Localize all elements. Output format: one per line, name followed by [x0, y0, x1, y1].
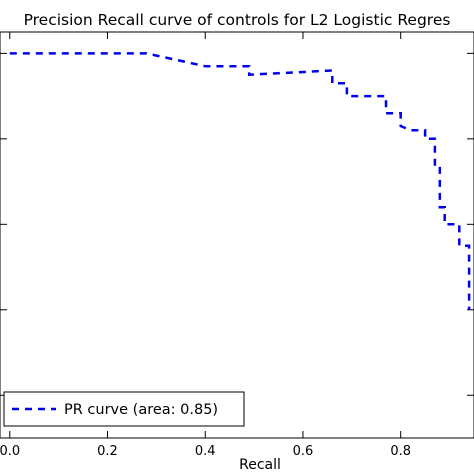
series-layer: [9, 52, 471, 310]
legend: PR curve (area: 0.85): [3, 391, 245, 427]
x-axis-label: Recall: [239, 457, 281, 473]
chart-title: Precision Recall curve of controls for L…: [24, 11, 451, 29]
x-tick-label: 0.6: [293, 444, 314, 459]
legend-label: PR curve (area: 0.85): [64, 402, 218, 418]
axis-ticks: 0.0 0.2 0.4 0.6 0.8: [0, 32, 474, 459]
plot-frame: [0, 31, 474, 439]
x-tick-label: 0.8: [390, 444, 411, 459]
x-tick-label: 0.0: [0, 444, 20, 459]
x-tick-label: 0.4: [195, 444, 216, 459]
x-tick-label: 0.2: [97, 444, 118, 459]
pr-curve-line: [9, 52, 471, 310]
